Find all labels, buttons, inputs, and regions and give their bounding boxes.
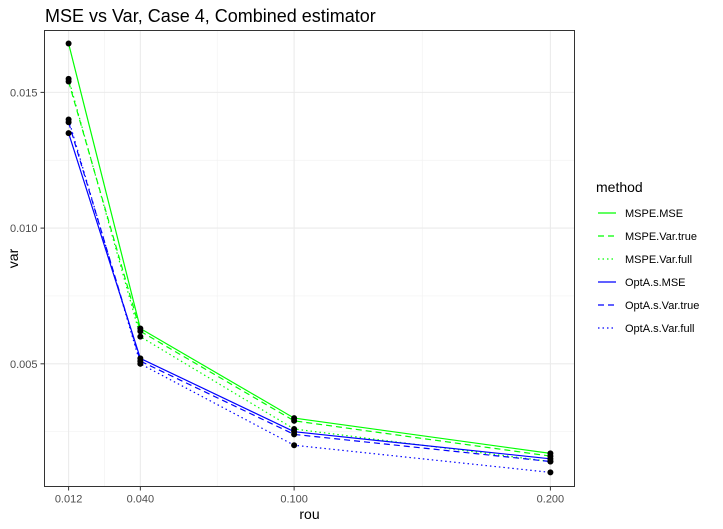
y-axis-title: var <box>5 248 21 268</box>
series-line-MSPE.MSE <box>68 43 551 454</box>
series-points <box>65 40 554 476</box>
y-tick-label: 0.005 <box>10 359 38 371</box>
data-point-OptA.s.Var.true <box>547 458 554 465</box>
y-axis: 0.005 0.010 0.015 <box>10 87 45 371</box>
major-grid <box>44 30 575 487</box>
legend-label-OptA.s.Var.true: OptA.s.Var.true <box>625 300 699 312</box>
legend-label-OptA.s.Var.full: OptA.s.Var.full <box>625 323 695 335</box>
x-tick-label: 0.200 <box>537 494 565 506</box>
data-point-MSPE.Var.full <box>65 75 72 82</box>
x-tick-label: 0.100 <box>280 494 308 506</box>
x-axis-title: rou <box>299 506 319 522</box>
data-point-OptA.s.Var.full <box>291 442 298 449</box>
data-point-MSPE.Var.full <box>137 333 144 340</box>
data-point-MSPE.MSE <box>65 40 72 47</box>
y-tick-label: 0.010 <box>10 223 38 235</box>
chart-title: MSE vs Var, Case 4, Combined estimator <box>45 6 376 26</box>
x-tick-label: 0.012 <box>55 494 83 506</box>
data-point-OptA.s.MSE <box>65 130 72 137</box>
legend-label-OptA.s.MSE: OptA.s.MSE <box>625 277 686 289</box>
data-point-OptA.s.Var.full <box>547 469 554 476</box>
series-lines <box>68 43 551 473</box>
legend: method MSPE.MSE MSPE.Var.true MSPE.Var.ful… <box>596 179 699 335</box>
data-point-OptA.s.Var.true <box>291 431 298 438</box>
legend-label-MSPE.MSE: MSPE.MSE <box>625 208 683 220</box>
data-point-MSPE.Var.true <box>137 328 144 335</box>
plot-border <box>44 30 575 487</box>
legend-label-MSPE.Var.true: MSPE.Var.true <box>625 231 697 243</box>
x-axis: 0.012 0.040 0.100 0.200 <box>55 486 565 506</box>
legend-title: method <box>596 179 643 195</box>
series-line-OptA.s.MSE <box>68 132 551 460</box>
data-point-OptA.s.Var.full <box>137 360 144 367</box>
data-point-OptA.s.Var.full <box>65 116 72 123</box>
data-point-MSPE.Var.true <box>291 417 298 424</box>
minor-grid <box>44 30 575 487</box>
plot-panel <box>44 30 575 487</box>
series-line-OptA.s.Var.full <box>68 119 551 473</box>
y-tick-label: 0.015 <box>10 87 38 99</box>
x-tick-label: 0.040 <box>127 494 155 506</box>
legend-label-MSPE.Var.full: MSPE.Var.full <box>625 254 692 266</box>
